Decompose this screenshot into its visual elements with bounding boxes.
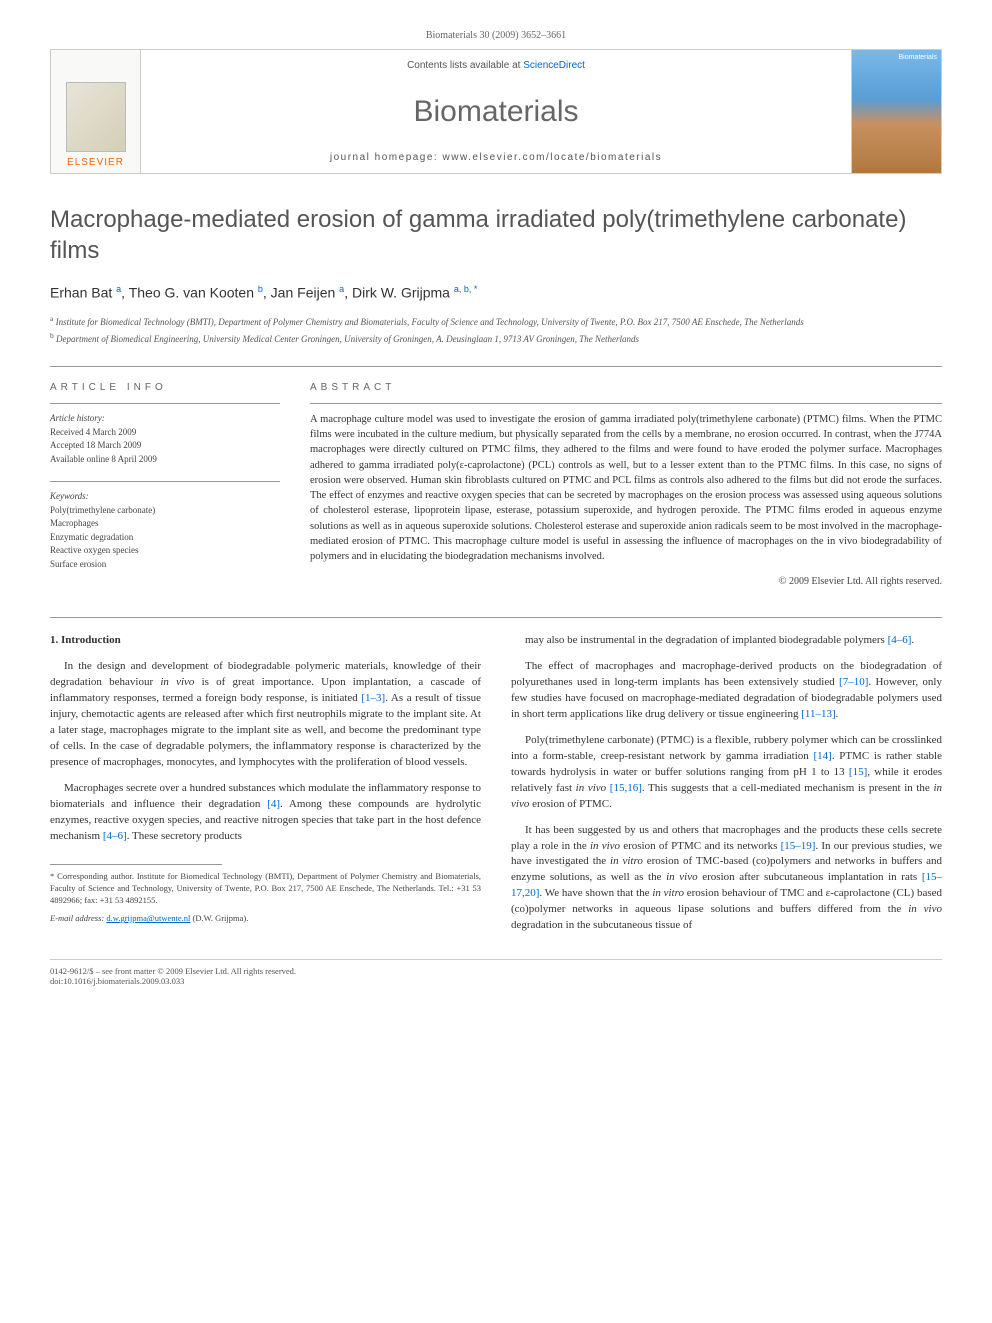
- contents-prefix: Contents lists available at: [407, 60, 523, 71]
- email-person: (D.W. Grijpma).: [192, 913, 248, 923]
- email-footnote: E-mail address: d.w.grijpma@utwente.nl (…: [50, 913, 481, 925]
- body-paragraph: The effect of macrophages and macrophage…: [511, 659, 942, 723]
- keyword-line: Reactive oxygen species: [50, 544, 280, 558]
- doi-copyright-line: 0142-9612/$ – see front matter © 2009 El…: [50, 966, 296, 986]
- abstract-text: A macrophage culture model was used to i…: [310, 403, 942, 564]
- body-right-column: may also be instrumental in the degradat…: [511, 633, 942, 944]
- body-paragraph: may also be instrumental in the degradat…: [511, 633, 942, 649]
- section-heading-intro: 1. Introduction: [50, 633, 481, 649]
- keywords-title: Keywords:: [50, 490, 280, 504]
- history-line: Available online 8 April 2009: [50, 453, 280, 467]
- journal-title: Biomaterials: [161, 95, 831, 129]
- history-line: Accepted 18 March 2009: [50, 439, 280, 453]
- abstract-copyright: © 2009 Elsevier Ltd. All rights reserved…: [310, 576, 942, 587]
- affiliation-line: a Institute for Biomedical Technology (B…: [50, 313, 942, 330]
- affiliations: a Institute for Biomedical Technology (B…: [50, 313, 942, 346]
- body-paragraph: In the design and development of biodegr…: [50, 659, 481, 771]
- history-title: Article history:: [50, 412, 280, 426]
- banner-center: Contents lists available at ScienceDirec…: [141, 50, 851, 173]
- info-abstract-row: ARTICLE INFO Article history: Received 4…: [50, 366, 942, 587]
- keywords-block: Keywords: Poly(trimethylene carbonate)Ma…: [50, 481, 280, 571]
- keyword-line: Surface erosion: [50, 558, 280, 572]
- article-title: Macrophage-mediated erosion of gamma irr…: [50, 204, 942, 266]
- homepage-prefix: journal homepage:: [330, 152, 443, 163]
- keyword-line: Macrophages: [50, 517, 280, 531]
- affiliation-line: b Department of Biomedical Engineering, …: [50, 330, 942, 347]
- journal-banner: ELSEVIER Contents lists available at Sci…: [50, 49, 942, 174]
- keyword-line: Poly(trimethylene carbonate): [50, 504, 280, 518]
- footnote-divider: [50, 864, 222, 865]
- corresponding-author-footnote: * Corresponding author. Institute for Bi…: [50, 871, 481, 907]
- history-line: Received 4 March 2009: [50, 426, 280, 440]
- publisher-name: ELSEVIER: [67, 157, 124, 168]
- publisher-logo-block: ELSEVIER: [51, 50, 141, 173]
- corresponding-email-link[interactable]: d.w.grijpma@utwente.nl: [106, 913, 190, 923]
- article-info-column: ARTICLE INFO Article history: Received 4…: [50, 382, 280, 587]
- body-left-column: 1. Introduction In the design and develo…: [50, 633, 481, 944]
- publisher-tree-icon: [66, 82, 126, 152]
- cover-label: Biomaterials: [898, 54, 937, 61]
- email-label: E-mail address:: [50, 913, 104, 923]
- journal-cover-thumbnail: Biomaterials: [851, 50, 941, 173]
- article-history-block: Article history: Received 4 March 2009Ac…: [50, 403, 280, 466]
- sciencedirect-link[interactable]: ScienceDirect: [523, 60, 585, 71]
- homepage-line: journal homepage: www.elsevier.com/locat…: [161, 152, 831, 163]
- running-header: Biomaterials 30 (2009) 3652–3661: [50, 30, 942, 41]
- abstract-heading: ABSTRACT: [310, 382, 942, 393]
- contents-line: Contents lists available at ScienceDirec…: [161, 60, 831, 71]
- homepage-url: www.elsevier.com/locate/biomaterials: [443, 152, 663, 163]
- abstract-column: ABSTRACT A macrophage culture model was …: [310, 382, 942, 587]
- keyword-line: Enzymatic degradation: [50, 531, 280, 545]
- page-footer: 0142-9612/$ – see front matter © 2009 El…: [50, 959, 942, 986]
- body-paragraph: Poly(trimethylene carbonate) (PTMC) is a…: [511, 733, 942, 813]
- body-columns: 1. Introduction In the design and develo…: [50, 617, 942, 944]
- body-paragraph: It has been suggested by us and others t…: [511, 823, 942, 935]
- author-list: Erhan Bat a, Theo G. van Kooten b, Jan F…: [50, 284, 942, 301]
- body-paragraph: Macrophages secrete over a hundred subst…: [50, 781, 481, 845]
- article-info-heading: ARTICLE INFO: [50, 382, 280, 393]
